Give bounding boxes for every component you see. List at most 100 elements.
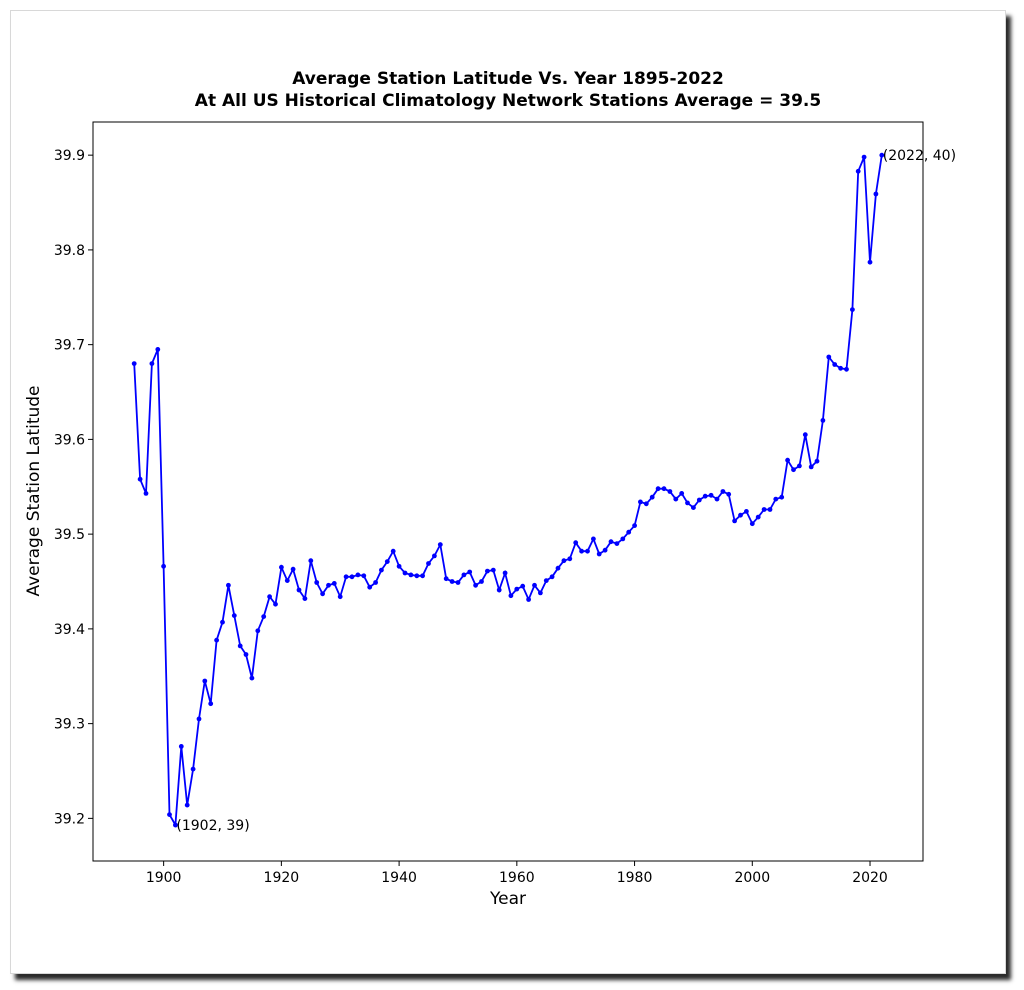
data-point (526, 597, 531, 602)
data-point (502, 570, 508, 576)
data-point (461, 572, 467, 578)
data-point (867, 259, 873, 265)
data-point (184, 802, 190, 808)
x-tick-label: 1900 (146, 870, 182, 886)
data-point (738, 512, 743, 518)
data-point (243, 652, 249, 657)
x-tick-label: 1960 (499, 870, 535, 886)
y-tick-label: 39.3 (54, 717, 85, 733)
y-axis-label: Average Station Latitude (24, 385, 44, 596)
x-tick-label: 1940 (381, 870, 417, 886)
data-point (543, 578, 549, 583)
data-point (732, 518, 737, 524)
data-point (579, 548, 584, 554)
y-tick-label: 39.7 (54, 338, 85, 354)
data-point (408, 572, 414, 578)
data-point (791, 467, 796, 473)
data-point (685, 500, 690, 506)
data-point (432, 553, 437, 559)
data-point (755, 514, 761, 520)
data-point (614, 541, 620, 546)
data-point (773, 496, 779, 502)
data-point (608, 539, 614, 545)
data-point (626, 529, 632, 535)
data-point (632, 523, 637, 528)
data-point (538, 590, 543, 596)
data-point (638, 499, 643, 505)
data-point (591, 536, 596, 542)
plot-area (92, 121, 924, 862)
data-point (302, 596, 308, 601)
data-point (714, 496, 720, 502)
series-points (131, 152, 885, 828)
data-point (850, 307, 855, 312)
data-point (284, 578, 290, 583)
data-point (467, 569, 473, 575)
data-point (673, 496, 679, 502)
data-point (749, 521, 755, 527)
data-point (667, 489, 673, 494)
x-tick-label: 1980 (617, 870, 653, 886)
data-point (337, 594, 343, 600)
data-point (267, 594, 272, 600)
data-point (767, 507, 773, 512)
data-point (720, 489, 726, 494)
data-point (702, 493, 708, 499)
data-point (161, 563, 167, 569)
y-axis: 39.2 39.3 39.4 39.5 39.6 39.7 39.8 39.9 (54, 148, 93, 827)
data-point (320, 591, 325, 597)
data-point (326, 582, 331, 588)
data-point (549, 574, 555, 580)
data-point (190, 766, 196, 772)
data-point (220, 619, 225, 625)
data-point (437, 542, 443, 547)
data-point (202, 678, 208, 684)
data-point (532, 582, 537, 588)
data-point (449, 579, 455, 584)
data-point (643, 501, 649, 507)
data-point (708, 492, 714, 498)
x-tick-label: 2020 (852, 870, 888, 886)
y-tick-label: 39.4 (54, 622, 85, 638)
data-point (879, 152, 885, 158)
data-point (797, 463, 802, 469)
data-point (331, 581, 337, 586)
data-point (855, 168, 861, 174)
data-point (149, 361, 155, 366)
data-point (802, 432, 808, 438)
data-point (514, 586, 520, 592)
data-point (696, 497, 702, 503)
data-point (873, 191, 879, 197)
data-point (279, 564, 284, 570)
x-tick-label: 2000 (734, 870, 770, 886)
chart-title: Average Station Latitude Vs. Year 1895-2… (292, 69, 724, 89)
data-point (249, 675, 255, 681)
data-point (602, 547, 608, 553)
data-point (596, 551, 602, 557)
data-point (390, 548, 396, 554)
data-point (196, 716, 202, 722)
data-point (761, 507, 767, 512)
data-point (314, 580, 320, 585)
data-point (785, 457, 790, 463)
data-point (367, 584, 373, 590)
data-point (473, 582, 478, 588)
data-point (744, 509, 749, 514)
data-point (349, 574, 355, 580)
data-point (208, 701, 214, 707)
data-point (137, 476, 143, 482)
data-point (679, 491, 685, 496)
data-point (808, 464, 814, 470)
x-axis-label: Year (489, 889, 526, 909)
data-point (649, 494, 655, 500)
data-point (155, 347, 161, 352)
chart-subtitle: At All US Historical Climatology Network… (195, 91, 821, 111)
data-point (779, 494, 785, 500)
data-point (296, 587, 302, 593)
data-point (691, 505, 696, 510)
data-point (485, 568, 490, 574)
data-point (479, 579, 484, 584)
data-point (231, 613, 237, 618)
data-point (167, 812, 172, 817)
